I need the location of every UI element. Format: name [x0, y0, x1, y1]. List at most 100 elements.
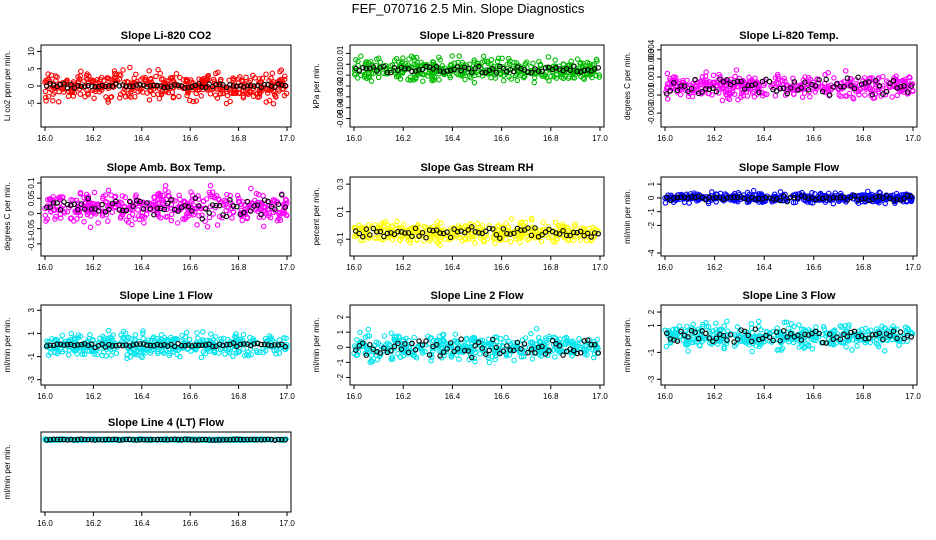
series-point	[894, 92, 900, 99]
series-point	[854, 343, 860, 349]
series-point	[552, 57, 558, 63]
series-point	[240, 93, 247, 99]
series-point	[506, 61, 513, 67]
series-point	[576, 335, 582, 342]
reference-point	[282, 204, 289, 211]
reference-point	[68, 202, 74, 208]
series-point	[105, 187, 112, 194]
series-point	[60, 89, 67, 95]
series-point	[158, 90, 165, 96]
series-point	[163, 214, 169, 220]
reference-point	[844, 75, 851, 81]
reference-point	[279, 192, 285, 198]
series-point	[886, 83, 892, 89]
y-tick-label: 0.001	[647, 66, 656, 87]
reference-point	[816, 77, 822, 83]
series-point	[429, 59, 436, 65]
series-point	[511, 357, 517, 364]
reference-point	[595, 65, 601, 71]
series-point	[196, 212, 202, 219]
reference-point	[120, 207, 126, 214]
series-point	[238, 77, 245, 84]
series-point	[155, 66, 161, 73]
reference-point	[834, 80, 840, 87]
series-point	[825, 87, 832, 93]
plot-frame	[40, 431, 292, 513]
x-tick-label: 16.0	[37, 392, 53, 401]
reference-point	[133, 82, 140, 88]
series-point	[116, 71, 123, 78]
reference-point	[370, 64, 377, 70]
series-point	[530, 60, 536, 67]
x-tick-label: 16.8	[856, 263, 872, 272]
x-tick-label: 16.6	[182, 134, 198, 143]
reference-point	[123, 83, 129, 90]
panel-3: Slope Li-820 Temp.degrees C per min.16.0…	[623, 30, 921, 143]
y-tick-label: 1	[647, 181, 656, 186]
series-point	[42, 88, 49, 95]
reference-point	[247, 82, 254, 89]
series-point	[77, 191, 84, 197]
reference-point	[416, 67, 422, 73]
series-point	[564, 62, 571, 69]
series-point	[545, 54, 552, 60]
reference-point	[185, 84, 192, 91]
reference-point	[116, 83, 123, 89]
reference-point	[241, 209, 247, 216]
series-point	[402, 60, 409, 67]
reference-point	[798, 85, 805, 91]
series-point	[872, 78, 878, 84]
series-point	[477, 351, 483, 357]
x-tick-label: 16.6	[494, 392, 510, 401]
panel-title: Slope Line 2 Flow	[431, 290, 524, 302]
reference-point	[161, 84, 168, 91]
y-tick-label: -1	[647, 208, 656, 216]
series-point	[73, 197, 80, 204]
reference-point	[137, 198, 143, 205]
series-point	[45, 76, 52, 83]
y-tick-label: -0.02	[336, 76, 345, 95]
panel-title: Slope Line 4 (LT) Flow	[108, 417, 224, 429]
reference-point	[251, 203, 257, 209]
y-tick-label: -0.1	[27, 236, 36, 250]
series-point	[868, 89, 875, 95]
series-point	[495, 55, 502, 62]
series-point	[100, 193, 106, 200]
reference-point	[873, 77, 879, 84]
reference-point	[876, 83, 883, 89]
series-point	[896, 342, 902, 349]
reference-point	[419, 66, 426, 73]
series-point	[508, 239, 514, 245]
reference-point	[50, 200, 57, 206]
series-point	[212, 333, 219, 340]
series-point	[480, 53, 487, 60]
series-point	[272, 197, 278, 203]
series-point	[116, 95, 123, 101]
series-point	[45, 93, 52, 100]
reference-point	[865, 79, 872, 85]
series-point	[126, 93, 132, 99]
reference-point	[185, 203, 192, 210]
series-point	[133, 71, 139, 78]
reference-point	[137, 82, 143, 88]
y-tick-label: -0.05	[336, 109, 345, 128]
x-tick-label: 16.2	[707, 392, 723, 401]
series-point	[105, 327, 112, 334]
series-point	[253, 91, 260, 97]
series-point	[230, 75, 236, 81]
series-point	[697, 79, 703, 85]
series-point	[217, 78, 224, 84]
series-point	[813, 86, 819, 92]
plot-frame	[660, 44, 918, 128]
x-tick-label: 16.4	[756, 134, 772, 143]
series-point	[188, 211, 195, 217]
series-point	[411, 334, 417, 341]
series-point	[180, 216, 186, 222]
reference-point	[851, 85, 858, 92]
y-tick-label: 5	[27, 66, 36, 71]
x-tick-label: 16.4	[134, 263, 150, 272]
reference-point	[168, 197, 174, 203]
reference-point	[883, 88, 890, 95]
series-point	[120, 67, 126, 73]
reference-point	[490, 66, 496, 72]
